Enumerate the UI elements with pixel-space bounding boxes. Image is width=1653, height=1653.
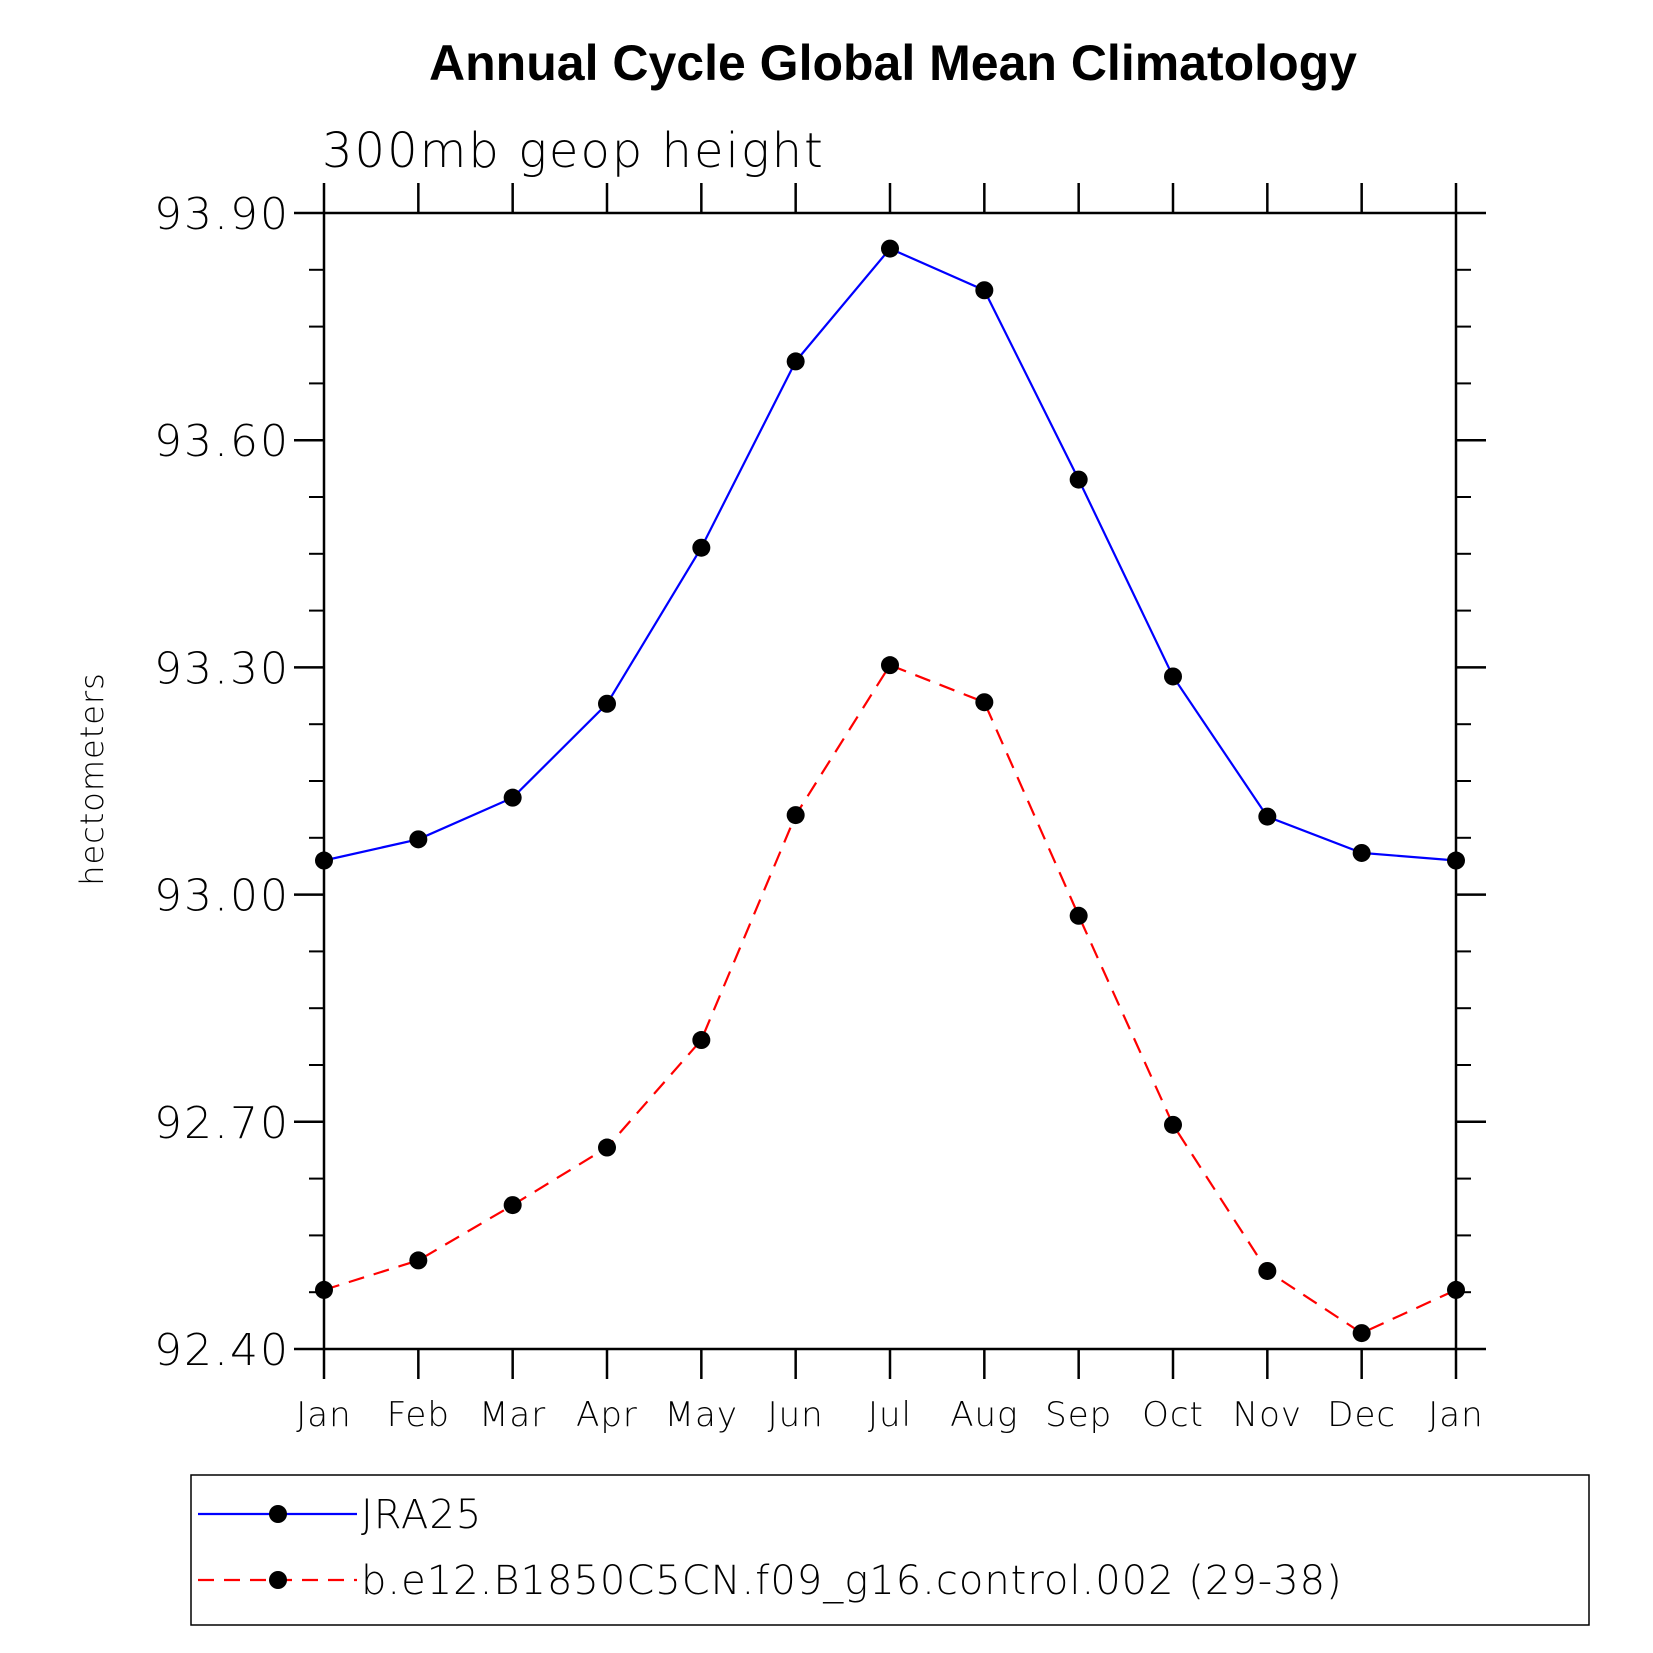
y-tick-label: 92.70 [154, 1098, 290, 1149]
x-tick-label: Jan [296, 1395, 351, 1435]
series-0-point [1352, 843, 1371, 862]
y-tick-label: 92.40 [154, 1325, 290, 1376]
x-tick-label: May [665, 1395, 738, 1435]
series-1-point [1164, 1115, 1182, 1134]
series-1-point [1258, 1261, 1277, 1280]
series-1-point [692, 1031, 711, 1050]
series-0-point [1258, 807, 1277, 826]
series-0-point [975, 281, 994, 300]
x-tick-label: Jun [768, 1395, 824, 1435]
x-tick-label: Feb [387, 1395, 450, 1435]
legend-swatch-marker-jra25 [269, 1505, 287, 1523]
series-1-point [1352, 1324, 1371, 1343]
legend-swatch-marker-model [269, 1571, 287, 1589]
y-tick-label: 93.00 [154, 871, 290, 922]
x-tick-label: Nov [1233, 1395, 1302, 1435]
legend-label-jra25: JRA25 [361, 1492, 482, 1538]
x-tick-label: Oct [1142, 1395, 1204, 1435]
axes-layer [322, 211, 1458, 1351]
x-tick-label: Jul [868, 1395, 912, 1435]
x-tick-label: Aug [950, 1395, 1018, 1435]
series-0-point [409, 830, 428, 849]
x-tick-label: Sep [1045, 1395, 1112, 1435]
series-line-1 [323, 663, 1457, 1335]
x-tick-label: Jan [1428, 1395, 1483, 1435]
series-1-point [503, 1196, 522, 1215]
series-1-point [598, 1138, 616, 1157]
series-0-point [503, 788, 522, 807]
series-0-point [1164, 667, 1182, 686]
y-axis-label: hectometers [73, 672, 111, 886]
x-tick-label: Mar [479, 1395, 546, 1435]
chart-subtitle: 300mb geop height [322, 123, 825, 179]
legend-frame [190, 1474, 1590, 1626]
y-tick-label: 93.60 [154, 416, 290, 467]
chart-title: Annual Cycle Global Mean Climatology [429, 35, 1357, 91]
series-1-point [409, 1251, 428, 1270]
legend-label-model: b.e12.B1850C5CN.f09_g16.control.002 (29-… [361, 1558, 1343, 1604]
series-0-point [786, 352, 805, 371]
y-tick-label: 93.30 [154, 643, 290, 694]
series-0-point [692, 538, 711, 557]
series-1-point [786, 806, 805, 825]
series-0-point [881, 239, 899, 258]
ticks-layer: 92.40 92.70 93.00 93.30 93.60 93.90 Jan Feb Mar A… [154, 183, 1486, 1435]
x-tick-label: Dec [1327, 1395, 1396, 1435]
plot-frame [322, 211, 1458, 1351]
series-1-point [1069, 906, 1088, 925]
y-tick-label: 93.90 [154, 189, 290, 240]
series-line-0 [323, 247, 1457, 862]
series-1-point [975, 693, 994, 712]
x-tick-label: Apr [576, 1395, 638, 1435]
legend: JRA25 b.e12.B1850C5CN.f09_g16.control.00… [190, 1474, 1590, 1626]
series-0-point [598, 694, 616, 713]
series-layer [315, 239, 1465, 1343]
series-1-point [881, 656, 899, 675]
series-0-point [1069, 470, 1088, 489]
